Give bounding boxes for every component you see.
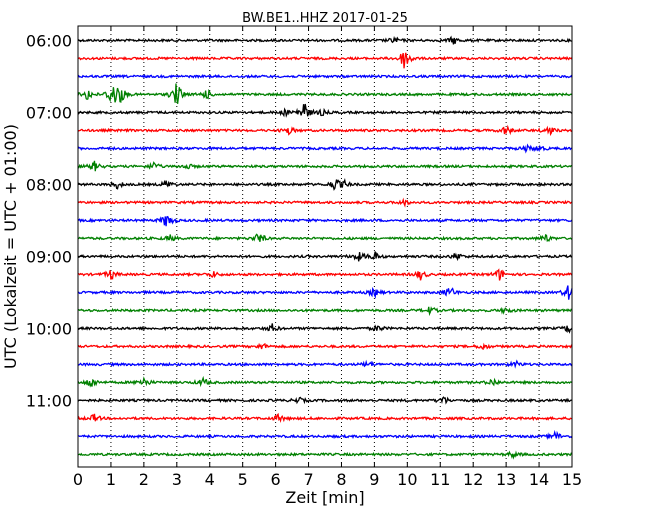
axis-ticks: 0 1 2 3 4 5 6 7 8 9 10 11 12 13 14 1506:0007:0008:0009:… [26, 26, 582, 489]
x-tick-label: 2 [139, 470, 149, 489]
x-tick-label: 6 [271, 470, 281, 489]
y-tick-label: 11:00 [26, 391, 72, 410]
trace-1000 [77, 323, 573, 334]
trace-0745 [77, 160, 573, 172]
trace-0715 [77, 124, 573, 137]
trace-0700 [77, 103, 573, 118]
trace-0730 [77, 143, 573, 154]
trace-0930 [77, 285, 573, 300]
x-tick-label: 3 [172, 470, 182, 489]
plot-frame [77, 25, 573, 468]
trace-1015 [77, 342, 573, 351]
x-tick-label: 0 [73, 470, 83, 489]
trace-0845 [77, 233, 573, 243]
x-tick-label: 11 [430, 470, 450, 489]
trace-1045 [77, 375, 573, 388]
trace-0645 [77, 83, 573, 104]
x-axis-label: Zeit [min] [285, 488, 364, 507]
trace-0615 [77, 52, 573, 69]
trace-0830 [77, 215, 573, 227]
y-tick-label: 07:00 [26, 103, 72, 122]
y-tick-label: 08:00 [26, 175, 72, 194]
trace-1145 [77, 450, 573, 460]
trace-0600 [77, 35, 573, 45]
x-tick-label: 14 [529, 470, 549, 489]
trace-1130 [77, 429, 573, 441]
x-tick-label: 15 [562, 470, 582, 489]
trace-1030 [77, 359, 573, 369]
x-tick-label: 9 [369, 470, 379, 489]
chart-title: BW.BE1..HHZ 2017-01-25 [242, 11, 408, 26]
x-tick-label: 5 [238, 470, 248, 489]
trace-0630 [77, 73, 573, 80]
trace-1100 [77, 396, 573, 405]
x-tick-label: 12 [463, 470, 483, 489]
x-tick-label: 8 [336, 470, 346, 489]
y-tick-label: 09:00 [26, 247, 72, 266]
trace-0800 [77, 177, 573, 191]
y-axis-label: UTC (Lokalzeit = UTC + 01:00) [1, 124, 20, 369]
y-tick-label: 06:00 [26, 31, 72, 50]
x-tick-label: 4 [205, 470, 215, 489]
x-tick-label: 1 [106, 470, 116, 489]
grid-lines [110, 26, 540, 467]
x-tick-label: 7 [303, 470, 313, 489]
trace-0900 [77, 251, 573, 262]
x-tick-label: 10 [397, 470, 417, 489]
trace-0915 [77, 268, 573, 281]
trace-1115 [77, 412, 573, 423]
y-tick-label: 10:00 [26, 319, 72, 338]
seismic-traces [77, 35, 573, 460]
trace-0945 [77, 306, 573, 317]
trace-0815 [77, 197, 573, 208]
x-tick-label: 13 [496, 470, 516, 489]
